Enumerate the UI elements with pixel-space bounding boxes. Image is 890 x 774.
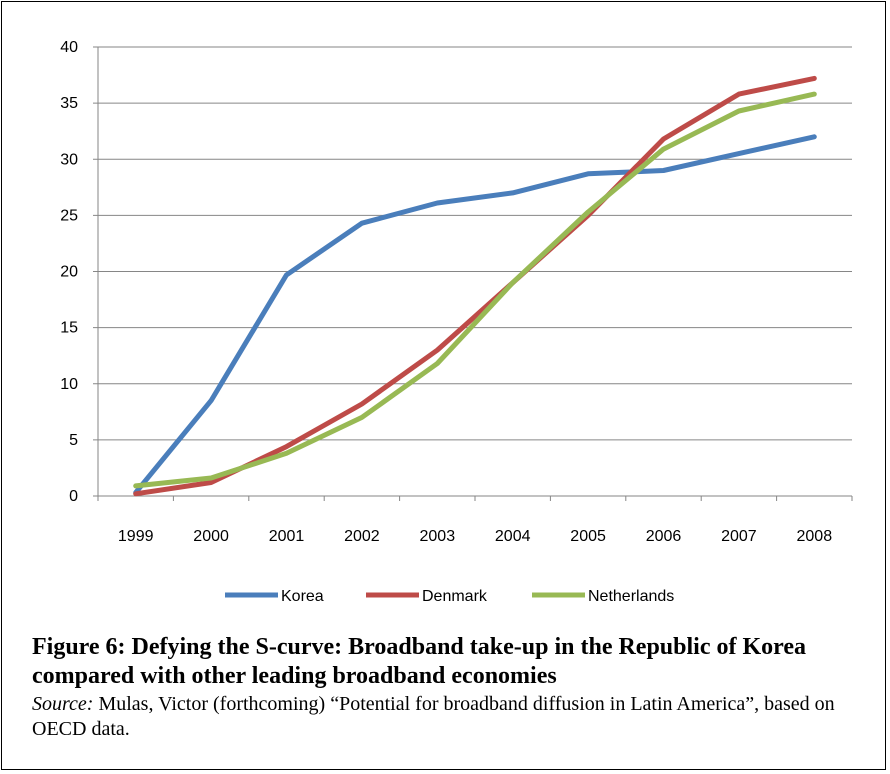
y-tick-label: 0 xyxy=(69,488,78,505)
series-lines xyxy=(133,75,817,497)
x-tick-label: 1999 xyxy=(118,528,154,545)
x-tick-label: 2001 xyxy=(269,528,305,545)
caption-source: Source: Mulas, Victor (forthcoming) “Pot… xyxy=(32,692,872,742)
x-tick-label: 2000 xyxy=(193,528,229,545)
x-tick-label: 2002 xyxy=(344,528,380,545)
legend-label-korea: Korea xyxy=(281,588,324,605)
x-tick-label: 2005 xyxy=(570,528,606,545)
x-axis-tick-labels: 1999 2000 2001 2002 2003 2004 2005 2006 2007 2008 xyxy=(118,528,832,545)
source-label: Source: xyxy=(32,693,94,715)
y-tick-label: 30 xyxy=(60,151,78,168)
x-tick-label: 2003 xyxy=(420,528,456,545)
series-line-korea xyxy=(133,134,817,496)
legend: Korea Denmark Netherlands xyxy=(225,588,674,605)
axes xyxy=(93,46,853,501)
x-tick-label: 2004 xyxy=(495,528,531,545)
y-tick-label: 10 xyxy=(60,376,78,393)
figure-caption: Figure 6: Defying the S-curve: Broadband… xyxy=(32,633,872,742)
y-tick-label: 35 xyxy=(60,95,78,112)
y-tick-label: 5 xyxy=(69,432,78,449)
legend-label-netherlands: Netherlands xyxy=(588,588,674,605)
series-line-netherlands xyxy=(133,91,817,489)
series-line-denmark xyxy=(133,75,817,497)
gridlines xyxy=(98,46,852,441)
x-tick-label: 2006 xyxy=(646,528,682,545)
y-axis-tick-labels: 0 5 10 15 20 25 30 35 40 xyxy=(60,39,78,505)
x-tick-label: 2008 xyxy=(797,528,833,545)
y-tick-label: 15 xyxy=(60,320,78,337)
y-tick-label: 40 xyxy=(60,39,78,56)
legend-label-denmark: Denmark xyxy=(422,588,488,605)
caption-title: Figure 6: Defying the S-curve: Broadband… xyxy=(32,634,807,689)
line-chart: 0 5 10 15 20 25 30 35 40 1999 2000 2001 2002 2003 200… xyxy=(60,39,853,605)
y-tick-label: 20 xyxy=(60,264,78,281)
source-text: Mulas, Victor (forthcoming) “Potential f… xyxy=(32,693,835,740)
x-tick-label: 2007 xyxy=(721,528,757,545)
y-tick-label: 25 xyxy=(60,207,78,224)
